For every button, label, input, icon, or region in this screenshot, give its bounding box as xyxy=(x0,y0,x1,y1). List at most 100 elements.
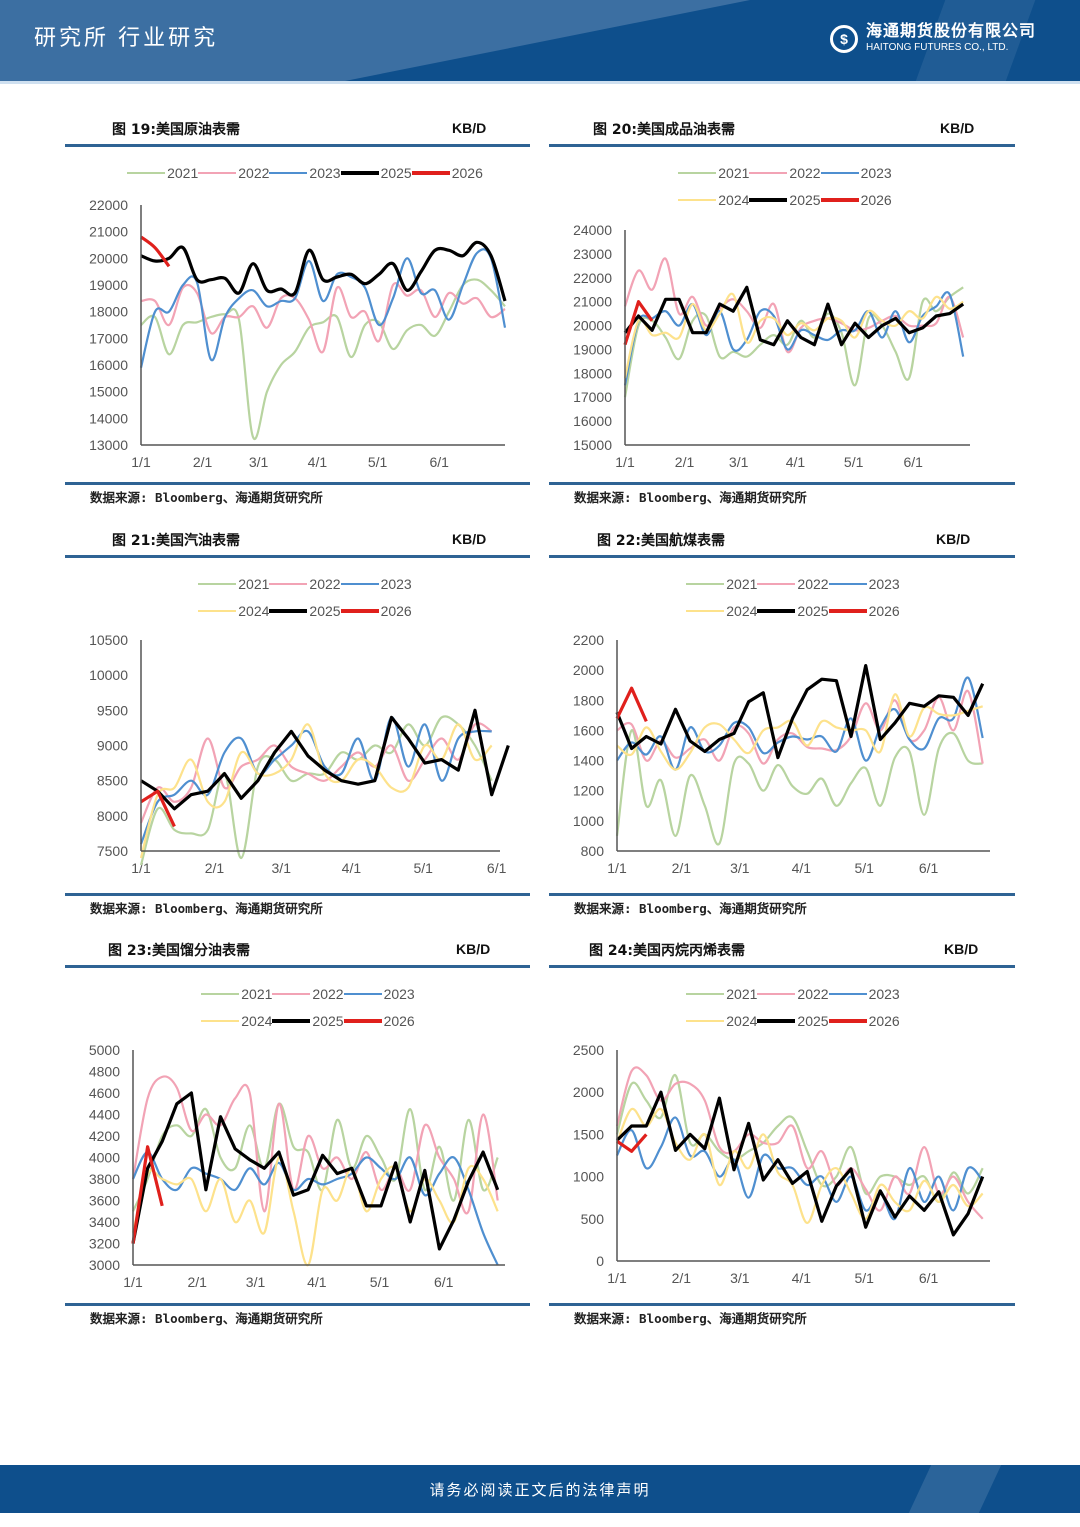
series-line-2025 xyxy=(623,285,965,347)
chart-title: 图 23:美国馏分油表需 xyxy=(108,943,250,959)
legend-swatch xyxy=(820,171,859,174)
x-tick-label: 6/1 xyxy=(919,860,939,876)
series-line-2021 xyxy=(615,729,983,846)
x-tick-label: 4/1 xyxy=(307,1274,327,1290)
page-footer: 请务必阅读正文后的法律声明 xyxy=(0,1465,1080,1513)
legend-label: 2024 xyxy=(238,602,270,619)
y-tick-label: 10000 xyxy=(89,667,128,683)
legend-swatch xyxy=(272,992,311,995)
y-tick-label: 21000 xyxy=(89,224,128,240)
y-tick-label: 8500 xyxy=(97,773,128,789)
y-tick-label: 14000 xyxy=(89,410,128,426)
y-tick-label: 17000 xyxy=(573,389,612,405)
y-tick-label: 22000 xyxy=(573,270,612,286)
legend-label: 2022 xyxy=(797,575,829,592)
y-tick-label: 1800 xyxy=(573,692,604,708)
legend-swatch xyxy=(340,608,379,613)
x-tick-label: 2/1 xyxy=(672,1270,692,1286)
chart-unit: KB/D xyxy=(452,531,487,547)
x-tick-label: 3/1 xyxy=(249,454,269,470)
chart-title: 图 22:美国航煤表需 xyxy=(597,533,725,549)
legend-swatch xyxy=(269,608,308,613)
x-tick-label: 1/1 xyxy=(123,1274,143,1290)
legend-swatch xyxy=(820,197,859,202)
y-tick-label: 7500 xyxy=(97,843,128,859)
chart-bottom-rule xyxy=(65,1303,530,1306)
series-line-2023 xyxy=(623,291,965,386)
series-line-2022 xyxy=(131,1075,499,1215)
x-tick-label: 6/1 xyxy=(429,454,449,470)
chart-source: 数据来源: Bloomberg、海通期货研究所 xyxy=(574,490,807,505)
legend-item-2024: 2024 xyxy=(678,190,749,209)
series-line-2026 xyxy=(615,686,648,723)
y-tick-label: 4800 xyxy=(89,1064,120,1080)
series-line-2022 xyxy=(615,1066,984,1220)
chart-title: 图 19:美国原油表需 xyxy=(112,122,240,138)
chart-legend: 2021 2022 2023 2024 2025 2026 xyxy=(183,984,433,1030)
legend-item-2023: 2023 xyxy=(820,163,892,182)
series-line-2025 xyxy=(615,664,985,760)
legend-swatch xyxy=(828,582,867,585)
chart-top-rule xyxy=(549,555,1015,558)
y-tick-label: 800 xyxy=(581,843,605,859)
y-tick-label: 8000 xyxy=(97,808,128,824)
legend-swatch xyxy=(678,171,717,174)
legend-swatch xyxy=(340,170,379,175)
legend-swatch xyxy=(411,170,450,175)
legend-item-2021: 2021 xyxy=(686,574,757,593)
legend-swatch xyxy=(828,1018,867,1023)
series-line-2026 xyxy=(140,235,171,268)
y-tick-label: 4000 xyxy=(89,1150,120,1166)
y-tick-label: 22000 xyxy=(89,197,128,213)
legend-swatch xyxy=(749,197,788,202)
header-title: 研究所 行业研究 xyxy=(34,25,219,50)
legend-label: 2022 xyxy=(309,575,341,592)
legend-swatch xyxy=(272,1018,311,1023)
series-line-2023 xyxy=(139,248,507,368)
legend-label: 2025 xyxy=(797,602,829,619)
y-tick-label: 3800 xyxy=(89,1171,120,1187)
y-tick-label: 1000 xyxy=(573,813,604,829)
legend-label: 2023 xyxy=(868,575,900,592)
legend-label: 2023 xyxy=(383,985,415,1002)
legend-swatch xyxy=(686,992,725,995)
legend-label: 2024 xyxy=(726,602,758,619)
series-line-2025 xyxy=(140,240,507,302)
x-tick-label: 6/1 xyxy=(434,1274,454,1290)
series-line-2023 xyxy=(616,676,984,771)
legend-swatch xyxy=(269,582,308,585)
legend-swatch xyxy=(343,1018,382,1023)
chart-source: 数据来源: Bloomberg、海通期货研究所 xyxy=(90,1311,323,1326)
chart-source: 数据来源: Bloomberg、海通期货研究所 xyxy=(574,1311,807,1326)
chart-bottom-rule xyxy=(549,482,1015,485)
legend-label: 2025 xyxy=(789,191,821,208)
x-tick-label: 1/1 xyxy=(615,454,635,470)
y-tick-label: 3200 xyxy=(89,1236,120,1252)
legend-label: 2023 xyxy=(860,164,892,181)
y-tick-label: 20000 xyxy=(89,250,128,266)
chart-legend: 2021 2022 2023 2024 2025 2026 xyxy=(668,984,918,1030)
legend-label: 2025 xyxy=(312,1012,344,1029)
y-tick-label: 3600 xyxy=(89,1193,120,1209)
x-tick-label: 2/1 xyxy=(672,860,692,876)
page-header: 研究所 行业研究 $ 海通期货股份有限公司 HAITONG FUTURES CO… xyxy=(0,0,1080,84)
legend-swatch xyxy=(686,582,725,585)
legend-label: 2026 xyxy=(380,602,412,619)
y-tick-label: 16000 xyxy=(573,413,612,429)
x-tick-label: 4/1 xyxy=(342,860,362,876)
chart-unit: KB/D xyxy=(936,531,971,547)
y-tick-label: 4600 xyxy=(89,1085,120,1101)
y-tick-label: 9500 xyxy=(97,702,128,718)
legend-swatch xyxy=(757,608,796,613)
legend-item-2025: 2025 xyxy=(757,601,829,620)
series-line-2026 xyxy=(131,1145,164,1244)
x-tick-label: 4/1 xyxy=(308,454,328,470)
legend-item-2025: 2025 xyxy=(340,163,412,182)
legal-notice: 请务必阅读正文后的法律声明 xyxy=(429,1482,651,1499)
series-line-2024 xyxy=(139,723,493,859)
chart-0: 13000 14000 15000 16000 17000 18000 19000 20000… xyxy=(89,197,507,470)
legend-label: 2025 xyxy=(380,164,412,181)
legend-item-2026: 2026 xyxy=(411,163,483,182)
legend-item-2026: 2026 xyxy=(340,601,412,620)
legend-label: 2025 xyxy=(309,602,341,619)
